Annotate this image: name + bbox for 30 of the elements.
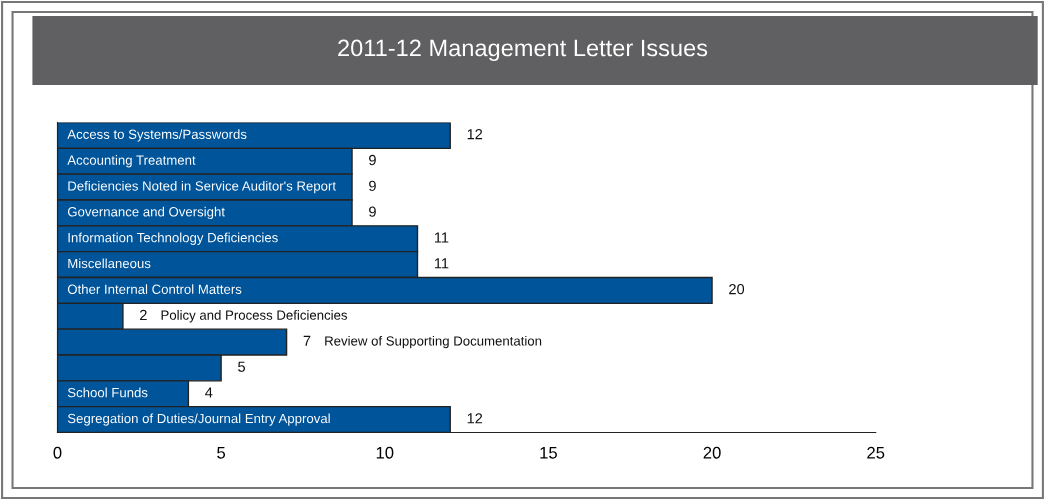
y-tick-label: Governance and Oversight xyxy=(67,206,225,220)
y-tick-label: Policy and Process Deficiencies xyxy=(161,310,348,323)
data-label: 4 xyxy=(205,387,213,398)
data-label: 12 xyxy=(467,129,483,140)
data-label: 2 xyxy=(140,309,147,321)
data-label: 9 xyxy=(369,180,376,191)
x-tick-label: 20 xyxy=(703,446,721,459)
y-tick-label: Deficiencies Noted in Service Auditor's Report xyxy=(68,180,336,194)
chart-title: 2011-12 Management Letter Issues xyxy=(338,39,708,62)
y-tick-label: Review of Supporting Documentation xyxy=(325,335,542,349)
x-tick-label: 5 xyxy=(217,447,226,459)
data-label: 9 xyxy=(369,206,376,217)
x-tick-label: 10 xyxy=(376,446,394,459)
data-label: 7 xyxy=(303,335,311,346)
data-label: 11 xyxy=(434,232,449,243)
data-label: 12 xyxy=(467,413,483,424)
y-tick-label: Other Internal Control Matters xyxy=(67,284,242,294)
x-tick-label: 25 xyxy=(867,446,885,459)
x-tick-label: 15 xyxy=(540,447,557,459)
x-tick-label: 0 xyxy=(53,446,62,459)
y-tick-label: Accounting Treatment xyxy=(67,155,196,168)
data-label: 11 xyxy=(434,258,449,269)
data-label: 5 xyxy=(238,361,245,372)
data-label: 20 xyxy=(729,284,745,295)
y-tick-label: Segregation of Duties/Journal Entry Approval xyxy=(67,413,330,426)
y-tick-label: School Funds xyxy=(67,387,148,398)
y-tick-label: Access to Systems/Passwords xyxy=(67,129,247,142)
y-tick-label: Miscellaneous xyxy=(68,258,151,269)
y-tick-label: Information Technology Deficiencies xyxy=(68,232,278,245)
data-label: 9 xyxy=(369,154,376,166)
